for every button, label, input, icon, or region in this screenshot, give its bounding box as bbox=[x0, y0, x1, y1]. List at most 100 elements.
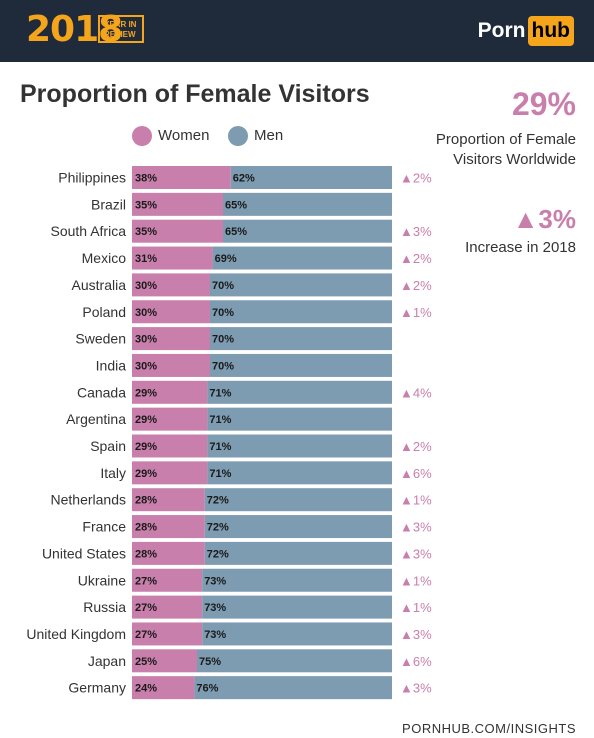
legend-label-women: Women bbox=[158, 127, 210, 144]
value-label-women: 27% bbox=[135, 629, 157, 641]
value-label-men: 65% bbox=[225, 226, 247, 238]
bar-row: United States 28% 72% ▲3% bbox=[42, 541, 432, 565]
bar-men bbox=[212, 246, 392, 270]
value-label-men: 72% bbox=[207, 522, 229, 534]
increase-caption: Increase in 2018 bbox=[465, 239, 576, 256]
header-bar: 2018 YEAR IN REVIEW Porn hub bbox=[0, 0, 594, 62]
legend-item-men: Men bbox=[228, 125, 283, 147]
bar-row: United Kingdom 27% 73% ▲3% bbox=[26, 622, 432, 646]
category-label: Sweden bbox=[75, 331, 126, 347]
legend-swatch-women bbox=[132, 126, 152, 147]
bar-women bbox=[132, 568, 203, 592]
bar-row: South Africa 35% 65% ▲3% bbox=[51, 219, 432, 243]
category-label: Philippines bbox=[58, 170, 126, 186]
bar-men bbox=[204, 541, 392, 565]
bar-women bbox=[132, 353, 210, 377]
value-label-men: 73% bbox=[204, 575, 226, 587]
category-label: United States bbox=[42, 545, 126, 561]
category-label: India bbox=[96, 357, 127, 373]
bar-row: Brazil 35% 65% bbox=[91, 192, 392, 216]
bar-men bbox=[197, 649, 392, 673]
brand-left-text: Porn bbox=[477, 19, 526, 42]
bar-women bbox=[132, 407, 208, 431]
value-label-men: 75% bbox=[199, 656, 221, 668]
bar-row: Canada 29% 71% ▲4% bbox=[77, 380, 432, 404]
value-label-men: 72% bbox=[207, 548, 229, 560]
value-label-men: 69% bbox=[215, 253, 237, 265]
bar-men bbox=[204, 515, 392, 539]
value-label-men: 72% bbox=[207, 495, 229, 507]
change-label: ▲2% bbox=[400, 171, 432, 186]
bar-row: Italy 29% 71% ▲6% bbox=[100, 461, 432, 485]
value-label-women: 38% bbox=[135, 173, 157, 185]
value-label-men: 73% bbox=[204, 629, 226, 641]
increase-percent: ▲3% bbox=[512, 204, 576, 234]
value-label-women: 30% bbox=[135, 360, 157, 372]
chart-title: Proportion of Female Visitors bbox=[20, 80, 370, 108]
bar-men bbox=[207, 461, 392, 485]
bar-row: Netherlands 28% 72% ▲1% bbox=[51, 488, 432, 512]
change-label: ▲1% bbox=[400, 600, 432, 615]
category-label: Ukraine bbox=[78, 572, 126, 588]
change-label: ▲1% bbox=[400, 573, 432, 588]
change-label: ▲2% bbox=[400, 251, 432, 266]
bar-women bbox=[132, 488, 205, 512]
change-label: ▲3% bbox=[400, 520, 432, 535]
bar-row: Spain 29% 71% ▲2% bbox=[90, 434, 432, 458]
value-label-men: 70% bbox=[212, 334, 234, 346]
bar-men bbox=[223, 192, 392, 216]
bar-men bbox=[210, 273, 392, 297]
value-label-women: 27% bbox=[135, 575, 157, 587]
value-label-women: 25% bbox=[135, 656, 157, 668]
value-label-men: 71% bbox=[209, 468, 231, 480]
category-label: Canada bbox=[77, 384, 126, 400]
bar-men bbox=[210, 353, 392, 377]
bar-row: Philippines 38% 62% ▲2% bbox=[58, 166, 432, 189]
bar-row: France 28% 72% ▲3% bbox=[82, 515, 432, 539]
change-label: ▲6% bbox=[400, 466, 432, 481]
value-label-women: 30% bbox=[135, 334, 157, 346]
bar-women bbox=[132, 380, 208, 404]
bar-row: Poland 30% 70% ▲1% bbox=[82, 300, 432, 324]
category-label: Netherlands bbox=[51, 492, 127, 508]
bar-women bbox=[132, 246, 213, 270]
bar-men bbox=[210, 300, 392, 324]
bar-men bbox=[207, 380, 392, 404]
value-label-men: 65% bbox=[225, 199, 247, 211]
bar-women bbox=[132, 192, 223, 216]
value-label-women: 29% bbox=[135, 441, 157, 453]
bar-men bbox=[204, 488, 392, 512]
category-label: South Africa bbox=[51, 223, 127, 239]
category-label: Italy bbox=[100, 465, 126, 481]
category-label: Spain bbox=[90, 438, 126, 454]
bar-women bbox=[132, 300, 210, 324]
value-label-women: 27% bbox=[135, 602, 157, 614]
value-label-men: 71% bbox=[209, 387, 231, 399]
change-label: ▲3% bbox=[400, 224, 432, 239]
change-label: ▲3% bbox=[400, 546, 432, 561]
change-label: ▲6% bbox=[400, 654, 432, 669]
bar-women bbox=[132, 273, 210, 297]
category-label: Russia bbox=[83, 599, 126, 615]
bar-row: Sweden 30% 70% bbox=[75, 327, 392, 351]
bar-men bbox=[202, 595, 392, 619]
change-label: ▲2% bbox=[400, 439, 432, 454]
brand-right-text: hub bbox=[527, 16, 574, 46]
value-label-women: 35% bbox=[135, 199, 157, 211]
change-label: ▲2% bbox=[400, 278, 432, 293]
value-label-men: 71% bbox=[209, 441, 231, 453]
value-label-men: 70% bbox=[212, 307, 234, 319]
value-label-women: 28% bbox=[135, 522, 157, 534]
value-label-women: 29% bbox=[135, 414, 157, 426]
value-label-men: 73% bbox=[204, 602, 226, 614]
value-label-women: 29% bbox=[135, 387, 157, 399]
category-label: Brazil bbox=[91, 196, 126, 212]
bar-women bbox=[132, 541, 205, 565]
change-label: ▲1% bbox=[400, 493, 432, 508]
category-label: Mexico bbox=[82, 250, 127, 266]
bar-men bbox=[207, 407, 392, 431]
value-label-women: 30% bbox=[135, 280, 157, 292]
bar-women bbox=[132, 461, 208, 485]
change-label: ▲4% bbox=[400, 385, 432, 400]
